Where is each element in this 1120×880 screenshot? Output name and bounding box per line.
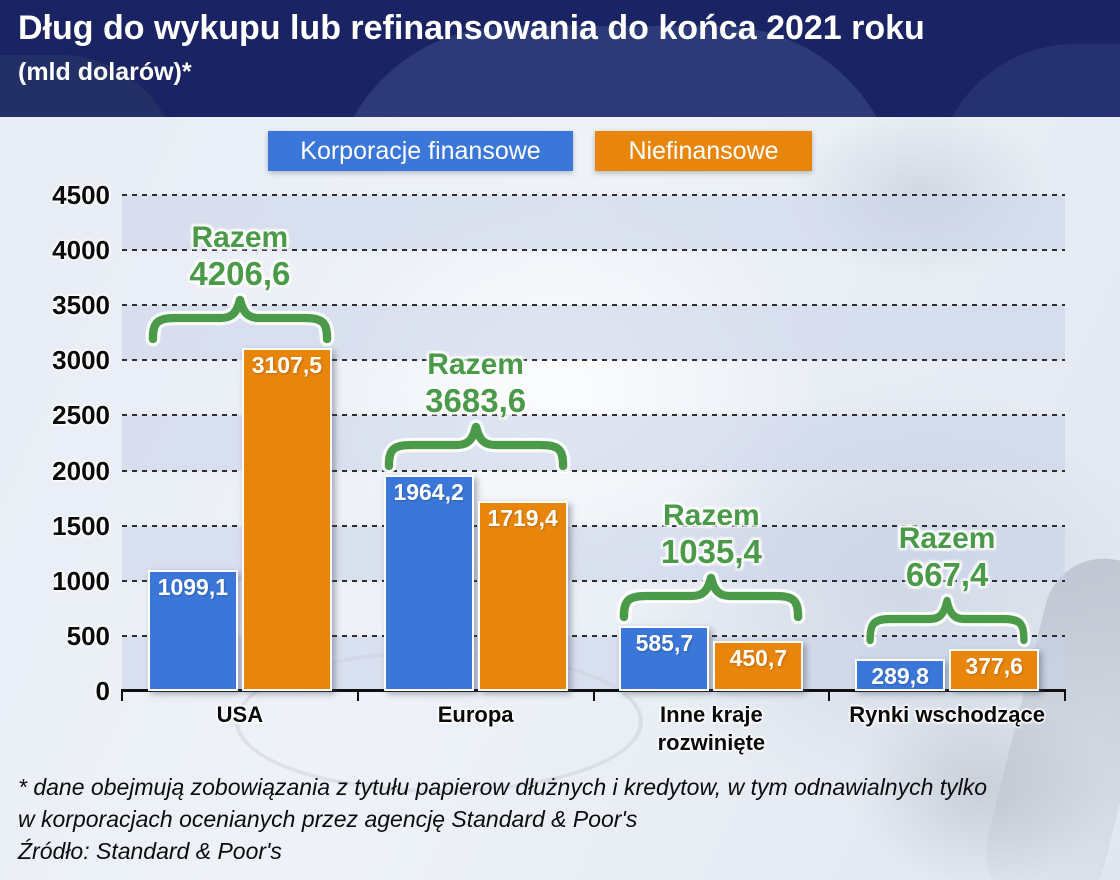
bar-financial: 585,7 bbox=[619, 626, 710, 691]
page-subtitle: (mld dolarów)* bbox=[18, 58, 192, 86]
y-axis-label: 500 bbox=[66, 620, 110, 651]
y-axis-label: 3500 bbox=[52, 290, 110, 321]
bar-nonfinancial: 450,7 bbox=[713, 641, 804, 691]
bar-nonfinancial: 3107,5 bbox=[241, 348, 332, 691]
total-value: 3683,6 bbox=[425, 381, 527, 419]
brace-icon bbox=[381, 419, 571, 473]
total-label: Razem bbox=[191, 221, 289, 255]
footnote-line: * dane obejmują zobowiązania z tytułu pa… bbox=[18, 774, 988, 800]
axis-tick bbox=[828, 689, 831, 701]
total-value: 667,4 bbox=[905, 556, 989, 594]
gridline bbox=[122, 634, 1065, 637]
bar-nonfinancial: 377,6 bbox=[949, 649, 1040, 691]
bar-value-label: 1099,1 bbox=[157, 573, 229, 600]
bar-nonfinancial: 1719,4 bbox=[477, 501, 568, 691]
brace-icon bbox=[863, 593, 1031, 648]
y-axis-label: 2000 bbox=[52, 455, 110, 486]
legend-label: Korporacje finansowe bbox=[300, 136, 541, 165]
bar-value-label: 450,7 bbox=[729, 645, 788, 672]
page-title: Dług do wykupu lub refinansowania do koń… bbox=[18, 9, 925, 47]
total-value: 4206,6 bbox=[189, 255, 291, 293]
axis-tick bbox=[356, 689, 359, 701]
footnote: * dane obejmują zobowiązania z tytułu pa… bbox=[18, 771, 987, 867]
bar-value-label: 1719,4 bbox=[487, 505, 558, 532]
legend-item-korporacje-finansowe: Korporacje finansowe bbox=[268, 131, 573, 171]
source-line: Źródło: Standard & Poor's bbox=[18, 838, 282, 864]
bar-financial: 289,8 bbox=[855, 659, 946, 691]
y-axis-label: 1000 bbox=[52, 565, 110, 596]
brace-icon bbox=[145, 293, 335, 347]
decor-arch bbox=[935, 44, 1120, 117]
category-label: USA bbox=[216, 702, 264, 727]
y-axis-label: 3000 bbox=[52, 345, 110, 376]
legend-item-niefinansowe: Niefinansowe bbox=[595, 131, 812, 171]
legend-label: Niefinansowe bbox=[628, 136, 779, 165]
axis-tick bbox=[1064, 689, 1066, 701]
footnote-line: w korporacjach ocenianych przez agencję … bbox=[18, 806, 638, 832]
category-label: Inne kraje rozwinięte bbox=[657, 702, 766, 755]
bar-value-label: 377,6 bbox=[965, 653, 1023, 680]
brace-icon bbox=[616, 571, 806, 625]
gridline bbox=[122, 194, 1065, 196]
y-axis-label: 2500 bbox=[52, 400, 110, 431]
bar-value-label: 585,7 bbox=[635, 630, 694, 657]
total-label: Razem bbox=[663, 499, 760, 533]
axis-tick bbox=[592, 689, 595, 701]
bar-value-label: 3107,5 bbox=[251, 352, 323, 379]
category-label: Rynki wschodzące bbox=[849, 702, 1045, 727]
total-annotation: Razem 3683,6 bbox=[381, 347, 571, 473]
total-value: 1035,4 bbox=[660, 533, 762, 571]
y-axis-label: 4000 bbox=[52, 235, 110, 266]
category-label: Europa bbox=[437, 702, 514, 727]
total-annotation: Razem 4206,6 bbox=[145, 220, 335, 347]
total-label: Razem bbox=[898, 522, 996, 556]
bar-value-label: 289,8 bbox=[871, 663, 929, 690]
bar-financial: 1964,2 bbox=[383, 474, 474, 691]
y-axis-label: 0 bbox=[95, 676, 110, 706]
total-annotation: Razem 667,4 bbox=[863, 521, 1031, 648]
bar-value-label: 1964,2 bbox=[393, 478, 464, 505]
total-label: Razem bbox=[427, 347, 524, 381]
bar-financial: 1099,1 bbox=[147, 569, 238, 691]
total-annotation: Razem 1035,4 bbox=[616, 498, 806, 625]
header: Dług do wykupu lub refinansowania do koń… bbox=[0, 0, 1120, 117]
y-axis-label: 4500 bbox=[52, 180, 110, 210]
axis-tick bbox=[121, 689, 123, 701]
y-axis-label: 1500 bbox=[52, 510, 110, 541]
